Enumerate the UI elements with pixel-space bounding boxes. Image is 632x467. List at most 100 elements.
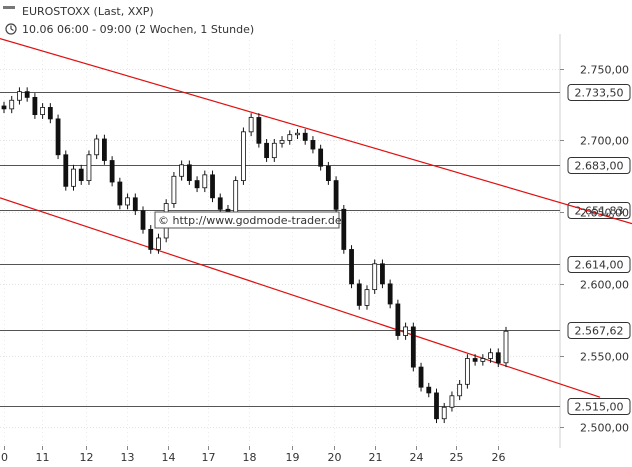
level-label-box (567, 84, 631, 101)
candle-body (287, 134, 293, 141)
candle (372, 259, 378, 294)
candle (32, 93, 38, 119)
candle (341, 204, 347, 254)
y-tick-label: 2.500,00 (580, 422, 629, 435)
candle (310, 136, 316, 154)
candle (140, 206, 146, 234)
candle (94, 134, 100, 160)
candle-body (186, 164, 192, 181)
candle-body (480, 358, 486, 362)
candle (71, 164, 76, 191)
candle (17, 87, 22, 105)
candle (418, 362, 424, 392)
candle-body (426, 386, 432, 394)
candle-body (86, 154, 92, 181)
candle (186, 160, 192, 185)
level-label-text: 2.614,00 (575, 259, 624, 272)
candle (279, 136, 285, 148)
y-axis: 2.750,00 2.700,00 2.650,00 2.600,00 2.550,00… (560, 64, 629, 435)
candle (248, 113, 254, 137)
candle (403, 322, 409, 340)
y-tick-label: 2.650,00 (580, 207, 629, 220)
candle (426, 382, 432, 398)
candle (295, 128, 300, 139)
candle-body (102, 138, 107, 161)
level-label: 2.614,00 (567, 256, 631, 273)
corner-marker (3, 6, 15, 9)
candle (457, 380, 463, 401)
level-label-text: 2.683,00 (575, 160, 624, 173)
candle-body (318, 148, 324, 167)
candle (380, 259, 385, 289)
watermark-text: © http://www.godmode-trader.de (158, 214, 342, 227)
candle (480, 354, 486, 366)
candle (333, 176, 339, 214)
candle-body (171, 175, 177, 204)
level-label-box (567, 256, 631, 273)
level-label-box (567, 322, 631, 339)
candle (241, 127, 246, 185)
candle-body (55, 118, 61, 156)
candle-body (256, 117, 262, 144)
candle-body (210, 174, 215, 199)
level-label-box (567, 202, 631, 219)
candle (210, 170, 215, 203)
candle (410, 322, 416, 372)
candle-body (302, 132, 308, 141)
y-tick-label: 2.700,00 (580, 135, 629, 148)
y-tick-label: 2.550,00 (580, 351, 629, 364)
candle-body (63, 154, 69, 187)
trend-lines (0, 37, 632, 398)
candle (364, 285, 370, 310)
candle-body (495, 352, 501, 364)
candle (102, 134, 107, 165)
candle-body (78, 168, 84, 181)
candle-body (271, 142, 277, 159)
candle (472, 354, 478, 366)
x-tick-label: 26 (492, 451, 506, 464)
candle (148, 225, 154, 254)
clock-icon (5, 23, 17, 35)
x-tick-label: 19 (286, 451, 300, 464)
candle (55, 114, 61, 160)
candle (86, 150, 92, 185)
candle-body (310, 140, 316, 150)
x-tick-label: 20 (328, 451, 342, 464)
candle (125, 193, 130, 210)
candle-body (140, 210, 146, 230)
candle-body (488, 352, 493, 359)
x-tick-label: 21 (369, 451, 383, 464)
candle (24, 87, 30, 102)
level-label: 2.515,00 (567, 398, 631, 415)
candle-body (395, 303, 401, 336)
candle (264, 138, 269, 162)
candle (395, 299, 401, 340)
candle-body (410, 326, 416, 368)
candle-body (264, 142, 269, 159)
candle (387, 279, 393, 309)
candle-body (109, 160, 115, 183)
x-tick-label: 25 (450, 451, 464, 464)
level-label: 2.733,50 (567, 84, 631, 101)
candle-body (9, 99, 15, 110)
candle-body (248, 117, 254, 133)
candle-body (279, 140, 285, 144)
candle-body (372, 263, 378, 291)
trend-line (0, 37, 632, 225)
candle (63, 150, 69, 191)
x-axis: 0 11 12 13 14 17 18 19 20 21 24 25 26 (1, 446, 506, 464)
candle-body (418, 366, 424, 388)
candle-body (441, 406, 447, 420)
level-label-text: 2.733,50 (575, 87, 624, 100)
candle-body (333, 180, 339, 210)
candle-body (434, 392, 439, 420)
candle (271, 138, 277, 162)
x-tick-label: 14 (162, 451, 176, 464)
level-label-text: 2.515,00 (575, 401, 624, 414)
candle (503, 326, 509, 368)
candle-body (1, 105, 7, 110)
candle (202, 170, 208, 193)
candle-body (24, 91, 30, 98)
candle-body (117, 181, 123, 206)
